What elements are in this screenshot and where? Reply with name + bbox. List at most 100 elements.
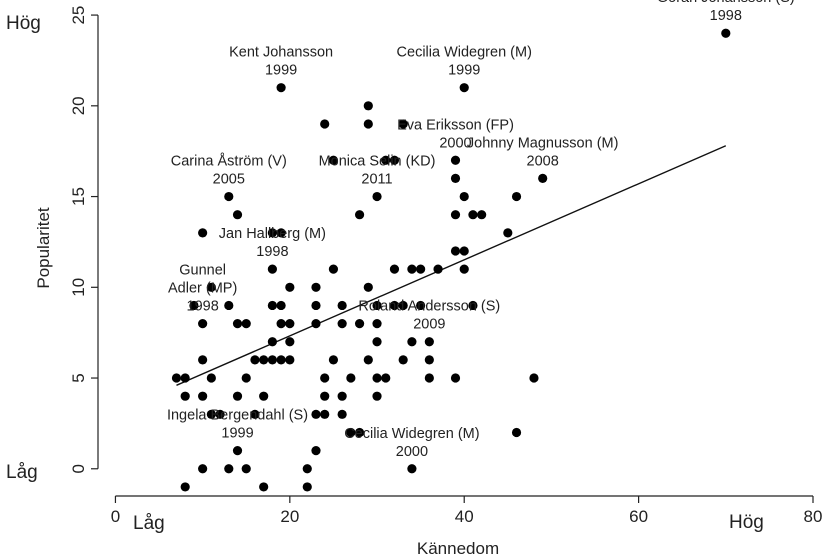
- x-tick-label: 0: [111, 507, 120, 526]
- data-point: [477, 210, 487, 220]
- point-annotation: Kent Johansson 1999: [229, 45, 333, 79]
- data-point: [259, 482, 269, 492]
- data-point: [328, 264, 339, 274]
- data-point: [276, 318, 286, 329]
- data-point: [250, 355, 260, 365]
- data-point: [354, 427, 365, 438]
- data-point: [302, 482, 312, 492]
- data-point: [372, 318, 382, 329]
- data-point: [398, 300, 408, 311]
- data-point: [206, 282, 216, 292]
- point-annotation: Jan Hallberg (M) 1998: [219, 226, 326, 260]
- data-point: [337, 318, 347, 329]
- data-point: [407, 264, 417, 274]
- data-point: [224, 464, 234, 474]
- data-point: [459, 191, 469, 202]
- data-point: [363, 119, 373, 129]
- point-annotation: Ingela Bergendahl (S) 1999: [167, 408, 308, 442]
- data-point: [424, 355, 434, 365]
- data-point: [302, 464, 312, 474]
- data-point: [337, 391, 347, 401]
- y-low-label: Låg: [6, 462, 38, 483]
- data-point: [180, 391, 190, 401]
- point-annotation: Eva Eriksson (FP) 2000: [397, 117, 514, 151]
- data-point: [503, 228, 513, 238]
- data-point: [180, 373, 190, 383]
- data-point: [372, 191, 382, 202]
- data-point: [241, 373, 251, 383]
- y-tick-label: 25: [69, 6, 88, 25]
- y-tick-label: 15: [69, 187, 88, 206]
- point-annotation: Cecilia Widegren (M) 2000: [344, 426, 479, 460]
- x-tick-label: 60: [629, 507, 648, 526]
- data-point: [285, 282, 295, 292]
- annotations: Kent Johansson 1999 Cecilia Widegren (M) 19…: [167, 0, 795, 460]
- data-point: [459, 83, 469, 93]
- data-point: [354, 210, 365, 220]
- data-point: [459, 246, 469, 256]
- data-point: [285, 318, 295, 329]
- data-point: [381, 155, 391, 165]
- data-point: [363, 355, 373, 365]
- data-point: [511, 191, 522, 202]
- data-point: [450, 155, 461, 165]
- data-point: [372, 391, 382, 401]
- data-point: [232, 446, 243, 456]
- point-annotation: Monica Selin (KD) 2011: [319, 154, 436, 188]
- trendline: [176, 145, 727, 386]
- data-point: [346, 427, 356, 438]
- point-annotation: Roland Andersson (S) 2009: [358, 299, 500, 333]
- data-point: [433, 264, 443, 274]
- point-annotation: Cecilia Widegren (M) 1999: [397, 45, 532, 79]
- data-point: [311, 300, 321, 311]
- data-point: [389, 300, 400, 311]
- data-point: [416, 264, 426, 274]
- data-point: [198, 318, 208, 329]
- data-point: [450, 246, 461, 256]
- data-point: [407, 464, 417, 474]
- data-point: [407, 337, 417, 347]
- data-point: [416, 300, 426, 311]
- data-point: [311, 282, 321, 292]
- data-point: [232, 210, 243, 220]
- point-annotation: Johnny Magnusson (M) 2008: [467, 135, 619, 169]
- point-annotation: Gunnel Adler (MP) 1998: [168, 263, 237, 315]
- data-point: [276, 228, 286, 238]
- data-point: [276, 355, 286, 365]
- data-point: [250, 409, 260, 419]
- data-point: [241, 464, 251, 474]
- data-point: [241, 318, 251, 329]
- data-point: [232, 391, 243, 401]
- data-point: [372, 337, 382, 347]
- data-point: [171, 373, 182, 383]
- data-point: [346, 373, 356, 383]
- data-point: [198, 228, 208, 238]
- data-point: [224, 191, 234, 202]
- data-point: [363, 282, 373, 292]
- y-tick-label: 5: [69, 373, 88, 382]
- data-point: [328, 355, 339, 365]
- x-tick-label: 40: [455, 507, 474, 526]
- data-point: [180, 482, 190, 492]
- data-point: [372, 300, 382, 311]
- y-tick-label: 20: [69, 96, 88, 115]
- x-tick-label: 20: [280, 507, 299, 526]
- x-high-label: Hög: [729, 512, 764, 533]
- x-tick-label: 80: [804, 507, 823, 526]
- data-point: [198, 464, 208, 474]
- data-point: [450, 210, 461, 220]
- data-point: [320, 373, 330, 383]
- data-point: [189, 300, 199, 311]
- data-point: [267, 300, 277, 311]
- data-point: [311, 446, 321, 456]
- data-point: [424, 373, 434, 383]
- point-annotation: Carina Åström (V) 2005: [171, 153, 287, 188]
- data-point: [224, 300, 234, 311]
- y-tick-label: 0: [69, 464, 88, 473]
- data-point: [206, 409, 216, 419]
- data-point: [285, 355, 295, 365]
- data-point: [721, 28, 731, 38]
- x-axis-label: Kännedom: [417, 539, 499, 558]
- data-point: [285, 337, 295, 347]
- y-axis-label: Popularitet: [34, 207, 53, 289]
